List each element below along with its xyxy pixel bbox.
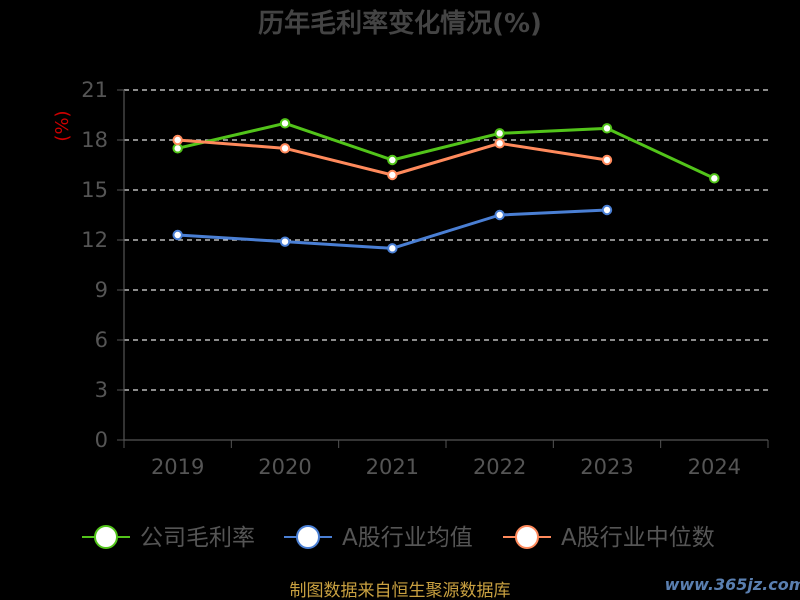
x-tick-label-2022: 2022 <box>473 455 526 479</box>
data-point-0-2024[interactable] <box>709 173 720 184</box>
y-tick-label: 12 <box>81 228 108 252</box>
x-tick-label-2020: 2020 <box>258 455 311 479</box>
series-line-1 <box>177 208 608 250</box>
y-tick-label: 6 <box>95 328 108 352</box>
legend-label: 公司毛利率 <box>140 525 255 551</box>
legend-marker <box>94 525 118 549</box>
data-point-2-2023[interactable] <box>601 154 613 166</box>
data-point-2-2019[interactable] <box>172 134 183 146</box>
data-point-2-2022[interactable] <box>494 138 505 149</box>
y-tick-label: 0 <box>95 428 108 452</box>
series-layer <box>172 118 720 254</box>
series-2 <box>172 134 613 181</box>
data-point-1-2020[interactable] <box>279 236 291 247</box>
y-tick-label: 15 <box>81 178 108 202</box>
legend-item-1[interactable]: A股行业均值 <box>284 525 473 551</box>
data-point-2-2021[interactable] <box>387 169 398 181</box>
y-tick-label: 9 <box>95 278 108 302</box>
legend-label: A股行业中位数 <box>561 525 715 551</box>
chart-title: 历年毛利率变化情况(%) <box>258 8 542 39</box>
data-point-1-2023[interactable] <box>601 204 613 216</box>
data-point-0-2021[interactable] <box>387 154 398 166</box>
legend-item-0[interactable]: 公司毛利率 <box>82 525 255 551</box>
data-point-1-2022[interactable] <box>494 209 505 221</box>
data-point-0-2022[interactable] <box>494 128 505 139</box>
axes <box>123 90 769 448</box>
x-tick-label-2023: 2023 <box>580 455 633 479</box>
legend-marker <box>296 525 320 549</box>
data-source-note: 制图数据来自恒生聚源数据库 <box>290 581 511 600</box>
legend-label: A股行业均值 <box>342 525 473 551</box>
x-tick-label-2019: 2019 <box>151 455 204 479</box>
data-point-0-2020[interactable] <box>279 118 291 129</box>
legend[interactable]: 公司毛利率 A股行业均值 A股行业中位数 <box>82 525 715 551</box>
x-tick-label-2024: 2024 <box>688 455 741 479</box>
data-point-2-2020[interactable] <box>279 143 291 154</box>
y-tick-label: 3 <box>95 378 108 402</box>
series-line-0 <box>177 121 715 180</box>
series-1 <box>172 204 613 254</box>
y-tick-labels: 0 3 6 9 12 15 18 21 <box>81 78 108 452</box>
data-point-1-2019[interactable] <box>172 229 183 241</box>
grid-lines <box>117 89 768 441</box>
legend-item-2[interactable]: A股行业中位数 <box>503 525 715 551</box>
series-0 <box>172 118 720 184</box>
data-point-0-2019[interactable] <box>172 143 183 154</box>
data-point-0-2023[interactable] <box>601 123 613 134</box>
y-tick-label: 21 <box>81 78 108 102</box>
y-axis-label: (%) <box>52 110 73 141</box>
y-tick-label: 18 <box>81 128 108 152</box>
x-tick-labels: 2019 2020 2021 2022 2023 2024 <box>151 455 741 479</box>
legend-marker <box>515 525 539 549</box>
x-tick-label-2021: 2021 <box>366 455 419 479</box>
data-point-1-2021[interactable] <box>387 243 398 254</box>
watermark: www.365jz.com <box>665 575 800 594</box>
